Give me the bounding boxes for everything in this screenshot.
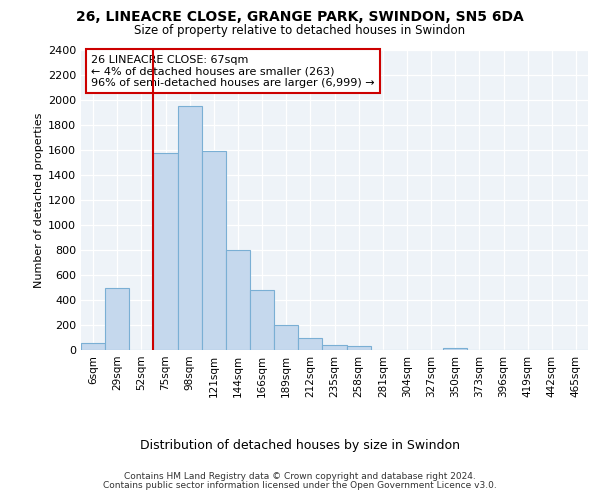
Y-axis label: Number of detached properties: Number of detached properties [34, 112, 44, 288]
Bar [443, 348, 467, 350]
Bar [250, 290, 274, 350]
Bar [274, 325, 298, 350]
Text: Size of property relative to detached houses in Swindon: Size of property relative to detached ho… [134, 24, 466, 37]
Bar [322, 345, 347, 350]
Text: 26, LINEACRE CLOSE, GRANGE PARK, SWINDON, SN5 6DA: 26, LINEACRE CLOSE, GRANGE PARK, SWINDON… [76, 10, 524, 24]
Text: Contains HM Land Registry data © Crown copyright and database right 2024.: Contains HM Land Registry data © Crown c… [124, 472, 476, 481]
Text: Contains public sector information licensed under the Open Government Licence v3: Contains public sector information licen… [103, 481, 497, 490]
Bar [81, 342, 105, 350]
Text: Distribution of detached houses by size in Swindon: Distribution of detached houses by size … [140, 438, 460, 452]
Bar [154, 152, 178, 350]
Bar [226, 250, 250, 350]
Bar [105, 288, 129, 350]
Bar [298, 338, 322, 350]
Bar [178, 106, 202, 350]
Text: 26 LINEACRE CLOSE: 67sqm
← 4% of detached houses are smaller (263)
96% of semi-d: 26 LINEACRE CLOSE: 67sqm ← 4% of detache… [91, 54, 375, 88]
Bar [202, 151, 226, 350]
Bar [347, 346, 371, 350]
